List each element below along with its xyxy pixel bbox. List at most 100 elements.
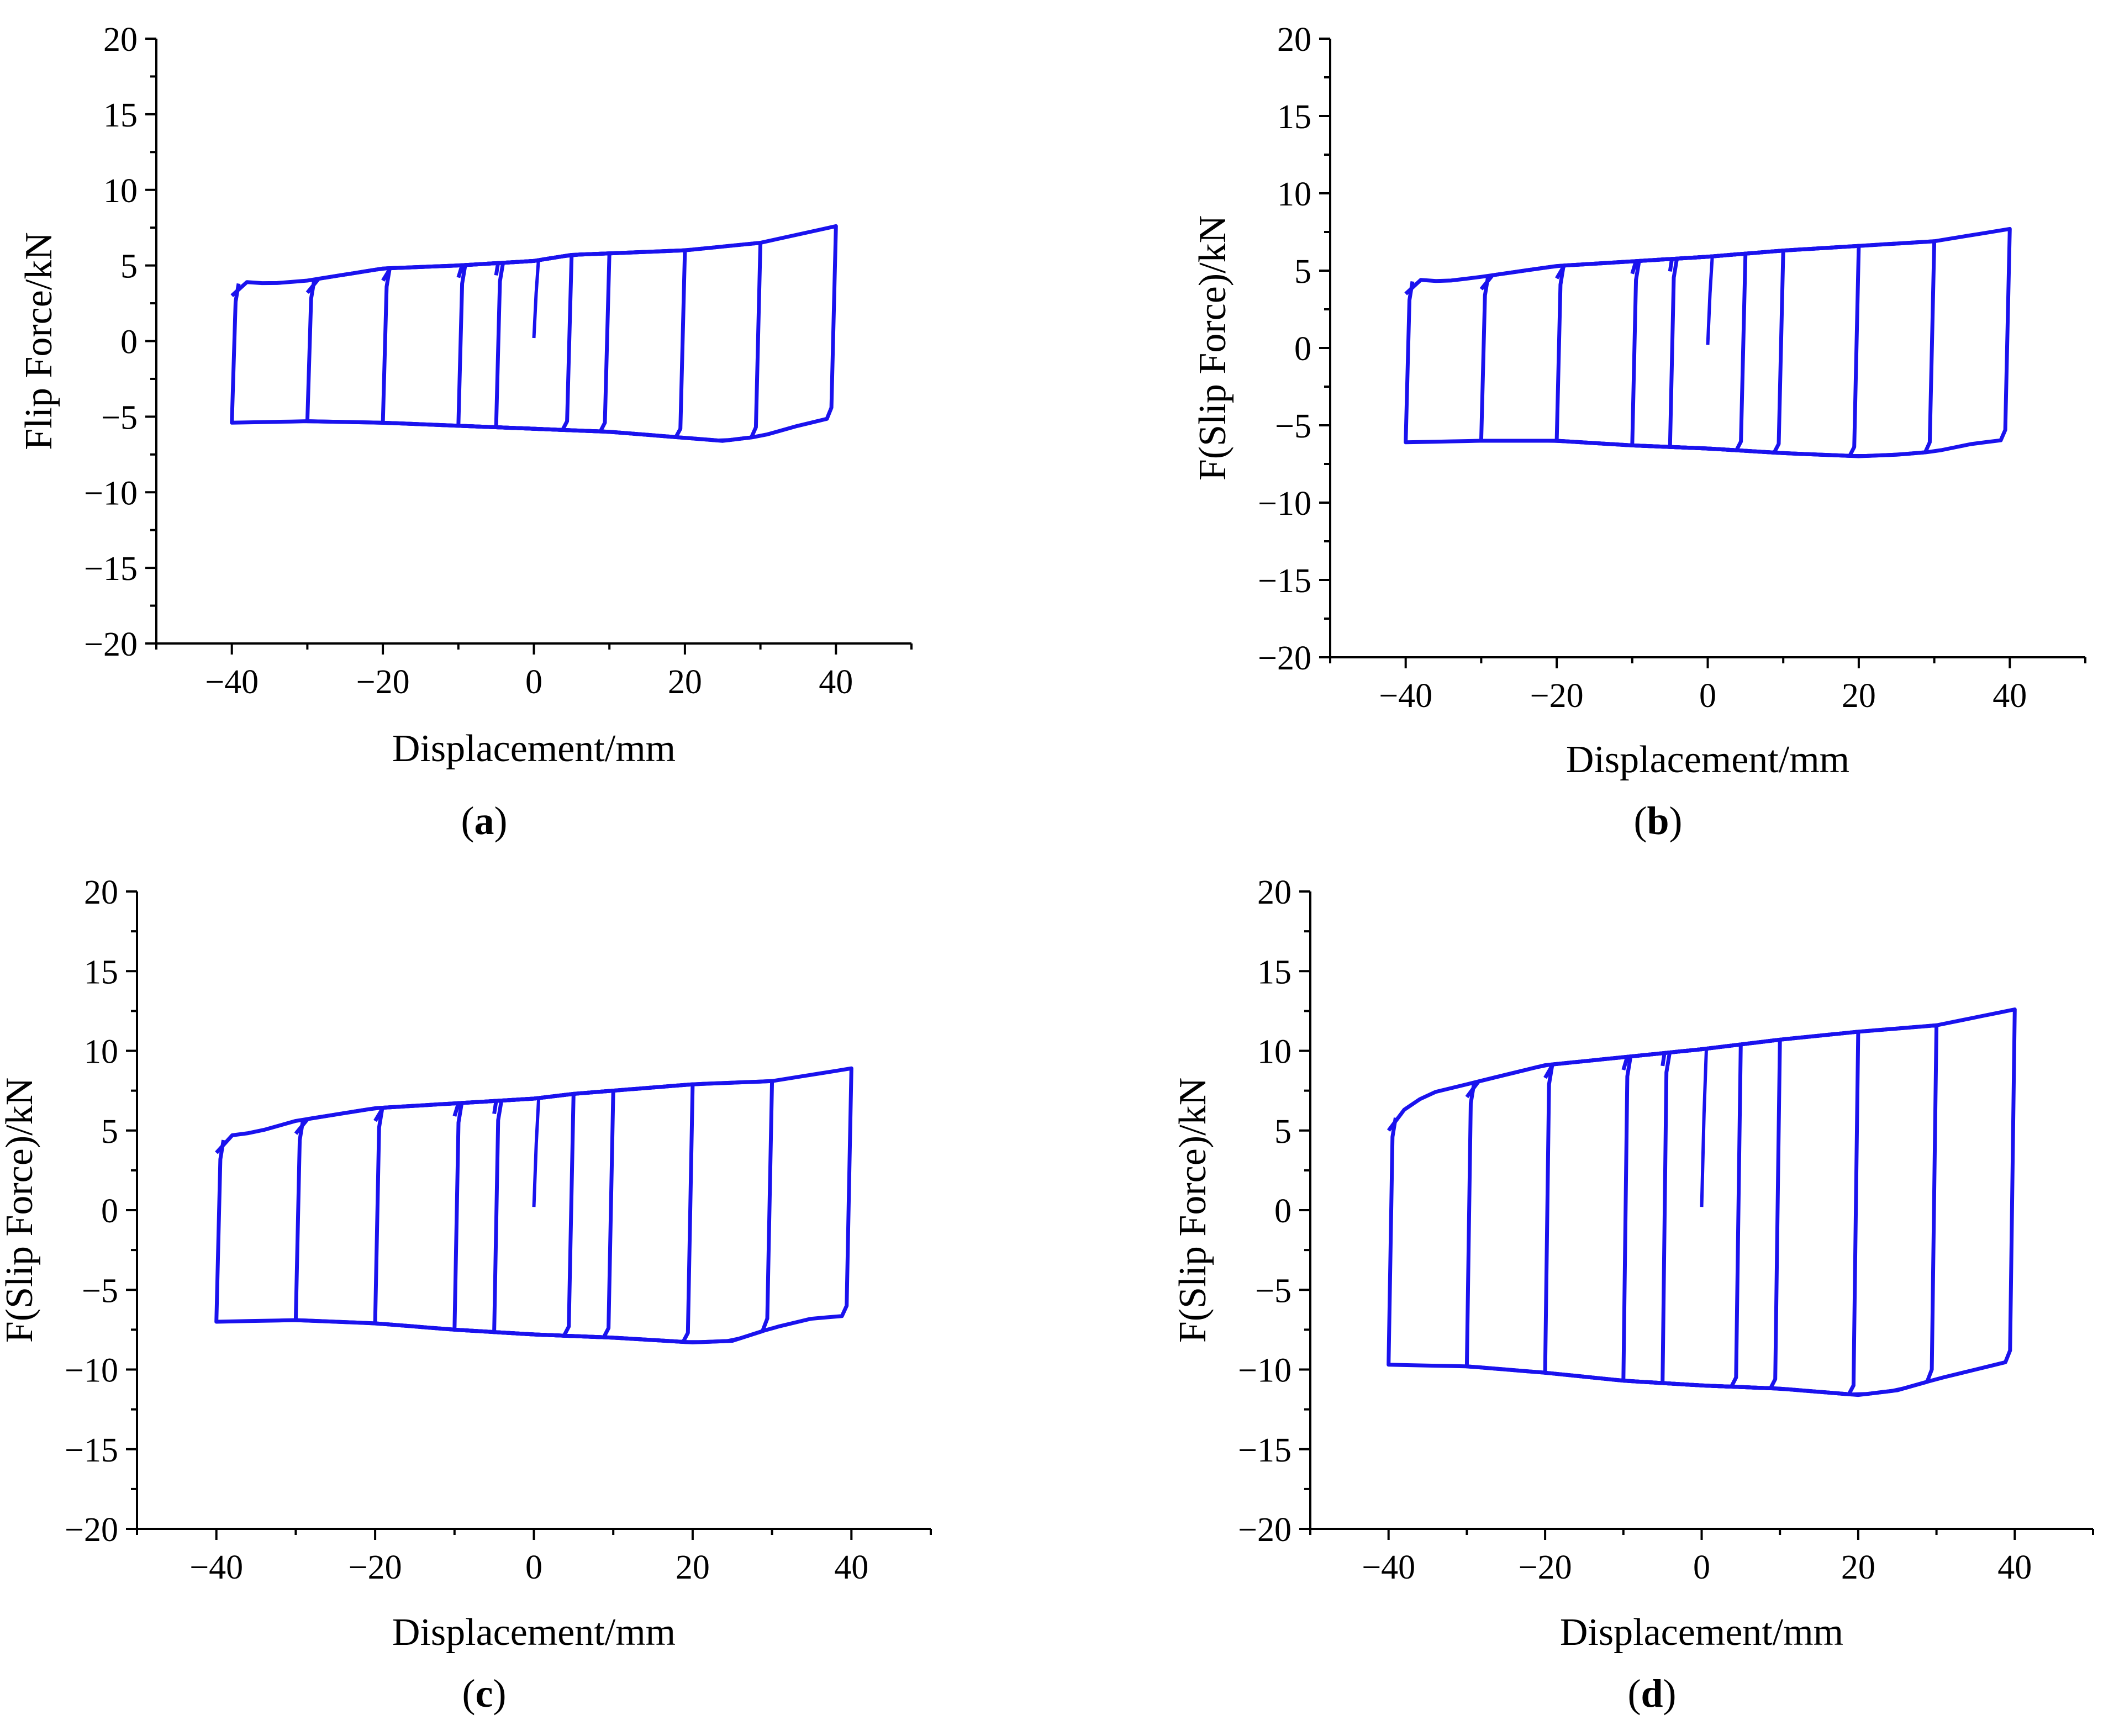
x-tick-label: −40 [1379,677,1432,715]
hysteresis-loop-30mm [293,1079,774,1344]
chart-b: 20 15 10 5 0 −5 −10 −15 −20 −40 −20 0 20 40 Displaceme… [1192,21,2086,843]
y-tick-label: −15 [65,1432,118,1469]
y-tick-label: 0 [101,1192,118,1230]
y-tick-label: 20 [103,21,138,59]
hysteresis-loop-20mm [1554,244,1861,458]
x-tick-label: 40 [819,663,853,701]
x-tick-label: −20 [349,1549,402,1586]
x-axis-title: Displacement/mm [392,1611,676,1654]
x-tick-label: −20 [1530,677,1584,715]
y-axis-title: Flip Force/kN [18,232,60,450]
y-tick-label: −15 [1258,562,1311,600]
x-tick-label: 20 [1841,1549,1875,1586]
x-tick-label: 20 [676,1549,710,1586]
y-tick-label: 15 [84,953,118,991]
hysteresis-loop-5mm [494,253,574,432]
x-tick-label: −40 [1362,1549,1415,1586]
x-tick-label: 0 [1693,1549,1710,1586]
panel-c: 20 15 10 5 0 −5 −10 −15 −20 −40 −20 0 20 40 Displaceme… [0,862,1060,1733]
x-axis-title: Displacement/mm [1566,738,1849,781]
y-tick-label: 5 [1294,253,1311,291]
y-tick-label: 15 [1257,953,1292,991]
y-tick-label: 10 [103,172,138,210]
caption: (b) [1633,799,1682,843]
y-tick-label: −10 [1238,1352,1292,1390]
x-tick-label: −40 [205,663,259,701]
y-tick-label: −15 [1238,1432,1292,1469]
caption: (c) [462,1671,507,1716]
hysteresis-loop-5mm [1661,1042,1743,1389]
x-tick-label: 40 [1997,1549,2032,1586]
chart-a: 20 15 10 5 0 −5 −10 −15 −20 −40 −20 0 20 40 Displaceme… [18,21,913,843]
y-tick-label: 0 [120,324,138,361]
hysteresis-loop-40mm [230,224,838,443]
y-tick-label: 5 [1274,1113,1292,1151]
y-tick-label: −10 [84,474,138,512]
y-tick-label: −15 [84,550,138,588]
y-tick-label: 15 [1277,98,1311,136]
caption: (a) [461,799,508,843]
hysteresis-loop-20mm [1543,1030,1860,1396]
y-tick-label: 20 [1257,874,1292,911]
initial-loading-curve [1700,1049,1708,1207]
y-tick-label: 10 [1277,176,1311,213]
y-tick-label: −10 [1258,485,1311,523]
y-axis-title: F(Slip Force)/kN [1172,1078,1214,1343]
panel-a: 20 15 10 5 0 −5 −10 −15 −20 −40 −20 0 20 40 Displaceme… [0,0,1060,862]
hysteresis-loop-10mm [1630,249,1785,455]
hysteresis-loop-20mm [373,1082,695,1344]
hysteresis-loop-40mm [214,1066,853,1344]
y-tick-label: −5 [101,399,138,436]
initial-loading-curve [532,261,540,339]
y-tick-label: 10 [84,1033,118,1071]
x-tick-label: −20 [1519,1549,1572,1586]
y-tick-label: −20 [84,626,138,663]
initial-loading-curve [532,1098,541,1207]
y-axis-title: F(Slip Force)/kN [0,1078,41,1343]
x-tick-label: 20 [668,663,702,701]
x-axis-title: Displacement/mm [1560,1611,1843,1654]
y-tick-label: −5 [1275,408,1311,445]
y-tick-label: −20 [1258,640,1311,677]
hysteresis-loop-40mm [1387,1007,2017,1397]
y-tick-label: 20 [1277,21,1311,59]
y-tick-label: 20 [84,874,118,911]
x-tick-label: 0 [525,663,542,701]
hysteresis-loop-10mm [1621,1037,1782,1390]
x-tick-label: −40 [189,1549,243,1586]
y-tick-label: −5 [82,1272,118,1310]
caption: (d) [1627,1671,1676,1716]
hysteresis-loop-10mm [452,1089,615,1339]
y-tick-label: −20 [1238,1511,1292,1549]
panel-d: 20 15 10 5 0 −5 −10 −15 −20 −40 −20 0 20 40 Displaceme… [1060,862,2119,1733]
y-tick-label: 0 [1274,1192,1292,1230]
y-tick-label: 15 [103,97,138,134]
y-tick-label: 0 [1294,330,1311,368]
y-tick-label: −20 [65,1511,118,1549]
y-tick-label: −10 [65,1352,118,1390]
x-tick-label: −20 [356,663,410,701]
x-tick-label: 40 [1993,677,2027,715]
x-tick-label: 0 [1699,677,1716,715]
hysteresis-loop-30mm [305,241,763,442]
hysteresis-loop-40mm [1404,226,2012,458]
y-tick-label: 10 [1257,1033,1292,1071]
y-tick-label: 5 [120,248,138,286]
panel-b: 20 15 10 5 0 −5 −10 −15 −20 −40 −20 0 20 40 Displaceme… [1060,0,2119,862]
initial-loading-curve [1706,256,1714,345]
x-tick-label: 40 [834,1549,868,1586]
x-tick-label: 20 [1842,677,1876,715]
hysteresis-loop-5mm [1668,251,1748,452]
chart-d: 20 15 10 5 0 −5 −10 −15 −20 −40 −20 0 20 40 Displaceme… [1172,874,2094,1716]
hysteresis-loop-5mm [492,1091,576,1338]
hysteresis-loop-30mm [1479,239,1937,458]
y-tick-label: −5 [1255,1272,1292,1310]
y-tick-label: 5 [101,1113,118,1151]
chart-c: 20 15 10 5 0 −5 −10 −15 −20 −40 −20 0 20 40 Displaceme… [0,874,932,1716]
hysteresis-loop-30mm [1464,1023,1939,1397]
hysteresis-loop-10mm [456,251,612,434]
x-tick-label: 0 [525,1549,542,1586]
x-axis-title: Displacement/mm [392,727,676,770]
y-axis-title: F(Slip Force)/kN [1192,215,1234,481]
hysteresis-loop-20mm [381,248,687,439]
